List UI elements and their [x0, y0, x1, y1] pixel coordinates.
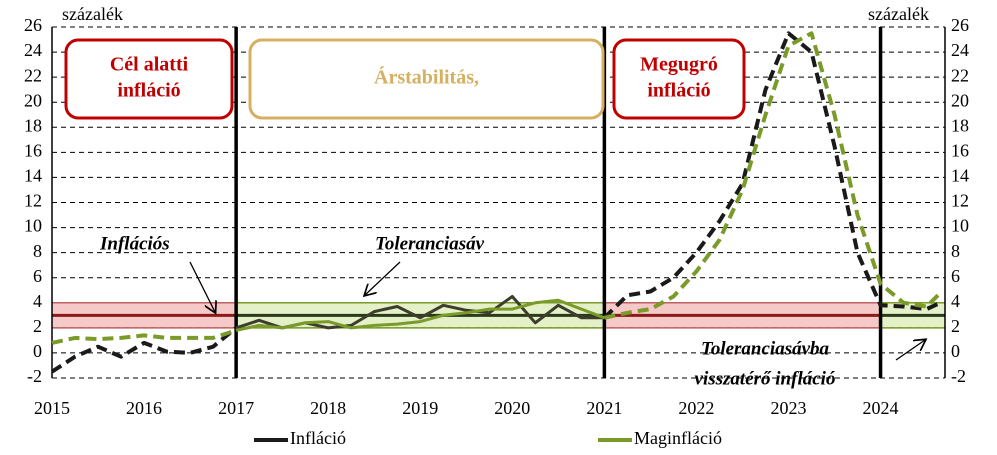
legend-label: Maginfláció [634, 428, 722, 448]
y-tick-label: 20 [24, 90, 42, 110]
x-tick-label: 2021 [586, 398, 622, 418]
y-tick-label: 2 [33, 316, 42, 336]
y-tick-label: 4 [33, 291, 42, 311]
annotation-arrow [895, 340, 925, 361]
series-line [51, 328, 237, 345]
y2-tick-label: 4 [951, 291, 960, 311]
y2-tick-label: 22 [951, 65, 969, 85]
annotation: visszatérő infláció [695, 368, 836, 389]
y2-tick-label: 10 [951, 216, 969, 236]
y2-tick-label: 24 [951, 40, 969, 60]
period-box-text: Árstabilitás, [374, 66, 479, 89]
x-tick-label: 2016 [126, 398, 162, 418]
y-tick-label: 26 [24, 15, 42, 35]
period-box-text: Cél alatti [110, 54, 189, 76]
y2-tick-label: 20 [951, 90, 969, 110]
x-tick-label: 2018 [310, 398, 346, 418]
series-line [603, 31, 942, 320]
x-tick-label: 2023 [770, 398, 806, 418]
series-line [603, 31, 942, 320]
series-line [50, 326, 238, 374]
annotation-arrow [189, 261, 215, 312]
series-line [235, 298, 605, 332]
y-unit-left: százalék [62, 4, 123, 24]
y-tick-label: 14 [24, 166, 42, 186]
x-tick-label: 2024 [863, 398, 899, 418]
period-box-text: Megugró [640, 54, 718, 76]
period-box [64, 38, 234, 120]
y2-tick-label: 0 [951, 341, 960, 361]
annotation: Inflációs [99, 233, 170, 254]
y-tick-label: 16 [24, 140, 42, 160]
y-tick-label: 22 [24, 65, 42, 85]
annotation: Toleranciasáv [375, 233, 485, 254]
x-tick-label: 2015 [34, 398, 70, 418]
y2-tick-label: 18 [951, 115, 969, 135]
y2-tick-label: 8 [951, 241, 960, 261]
y-tick-label: 0 [33, 341, 42, 361]
y2-tick-label: 14 [951, 166, 969, 186]
y2-tick-label: -2 [951, 366, 966, 386]
y2-tick-label: 2 [951, 316, 960, 336]
y-tick-label: 24 [24, 40, 42, 60]
period-box-text: infláció [117, 80, 180, 102]
y2-tick-label: 26 [951, 15, 969, 35]
period-box [612, 38, 746, 120]
y-tick-label: -2 [27, 366, 42, 386]
period-box [248, 38, 605, 120]
legend-label: Infláció [290, 428, 346, 448]
annotation-arrow [365, 261, 401, 295]
annotation: Toleranciasávba [701, 338, 830, 359]
period-box-text: infláció [647, 80, 710, 102]
x-tick-label: 2022 [678, 398, 714, 418]
y2-tick-label: 16 [951, 140, 969, 160]
y-tick-label: 12 [24, 191, 42, 211]
y-tick-label: 10 [24, 216, 42, 236]
x-tick-label: 2017 [218, 398, 254, 418]
y-tick-label: 6 [33, 266, 42, 286]
y-unit-right: százalék [868, 4, 929, 24]
y-tick-label: 8 [33, 241, 42, 261]
x-tick-label: 2020 [494, 398, 530, 418]
y-tick-label: 18 [24, 115, 42, 135]
y2-tick-label: 6 [951, 266, 960, 286]
y2-tick-label: 12 [951, 191, 969, 211]
x-tick-label: 2019 [402, 398, 438, 418]
